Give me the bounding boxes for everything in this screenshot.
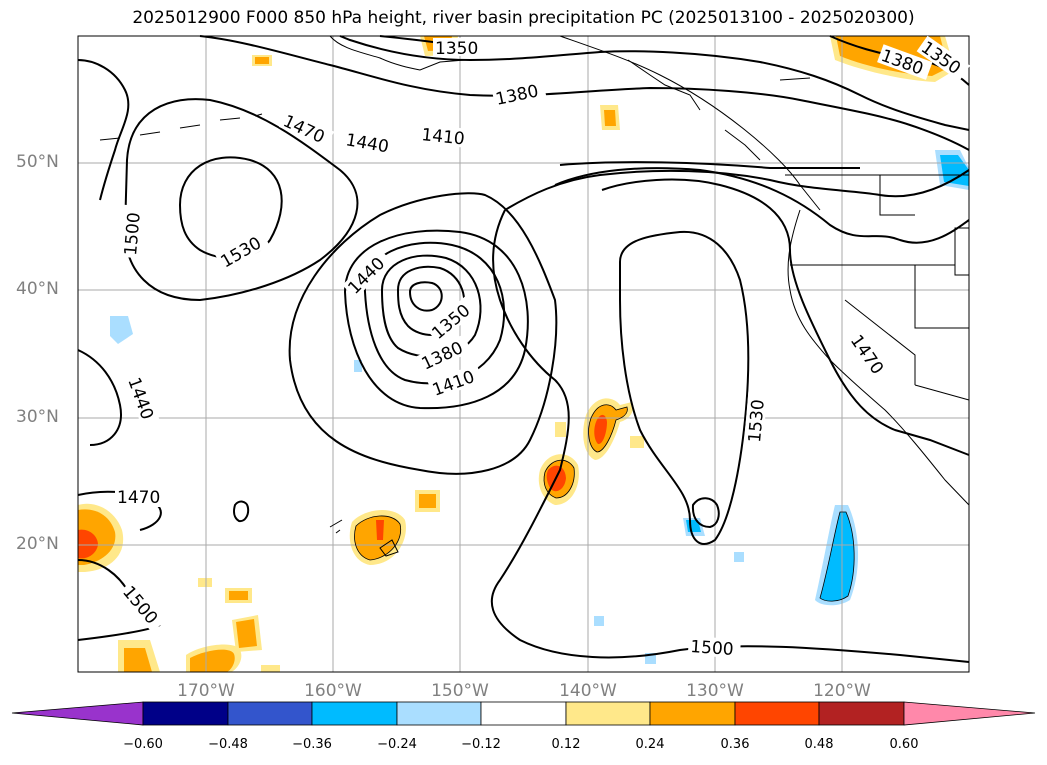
colorbar-segment [396, 701, 482, 726]
colorbar-tick-label: −0.60 [123, 737, 163, 752]
colorbar-segment [818, 701, 905, 726]
colorbar-tick-label: −0.48 [208, 737, 248, 752]
colorbar-tick-label: −0.24 [377, 737, 417, 752]
lon-label-120w: 120°W [813, 681, 871, 701]
map-title: 2025012900 F000 850 hPa height, river ba… [132, 8, 915, 28]
colorbar-tick-label: −0.36 [292, 737, 332, 752]
colorbar-extend-low [11, 701, 144, 726]
contour-label: 1410 [420, 125, 465, 149]
lat-label-30n: 30°N [16, 407, 59, 427]
colorbar-segment [734, 701, 820, 726]
contour-label: 1530 [745, 399, 769, 444]
contour-label: 1470 [117, 488, 160, 508]
colorbar-segment [565, 701, 651, 726]
colorbar-tick-label: −0.12 [461, 737, 501, 752]
lon-label-160w: 160°W [304, 681, 362, 701]
lon-label-140w: 140°W [559, 681, 617, 701]
lat-label-40n: 40°N [16, 279, 59, 299]
lat-label-20n: 20°N [16, 534, 59, 554]
colorbar-segment [480, 701, 567, 726]
contour-label: 1500 [690, 637, 735, 660]
colorbar-segment [649, 701, 736, 726]
coastlines [99, 35, 970, 557]
colorbar-tick-label: 0.24 [635, 737, 665, 752]
lon-label-150w: 150°W [431, 681, 489, 701]
colorbar-tick-label: 0.12 [551, 737, 581, 752]
colorbar-segment [311, 701, 398, 726]
precip-positive-shading [78, 36, 955, 672]
contour-labels: 1350 1380 1410 1440 1470 1500 1530 1440 … [115, 35, 971, 660]
colorbar-segment [227, 701, 313, 726]
lon-label-170w: 170°W [177, 681, 235, 701]
lon-label-130w: 130°W [686, 681, 744, 701]
lat-label-50n: 50°N [16, 152, 59, 172]
colorbar [11, 701, 1036, 726]
colorbar-tick-label: 0.60 [889, 737, 919, 752]
precip-outlines [354, 404, 855, 602]
contour-label: 1350 [435, 39, 478, 59]
colorbar-tick-label: 0.48 [804, 737, 834, 752]
colorbar-extend-high [903, 701, 1036, 726]
colorbar-segment [142, 701, 229, 726]
colorbar-tick-label: 0.36 [720, 737, 750, 752]
contour-label: 1500 [121, 212, 145, 257]
plot-area [77, 35, 970, 673]
